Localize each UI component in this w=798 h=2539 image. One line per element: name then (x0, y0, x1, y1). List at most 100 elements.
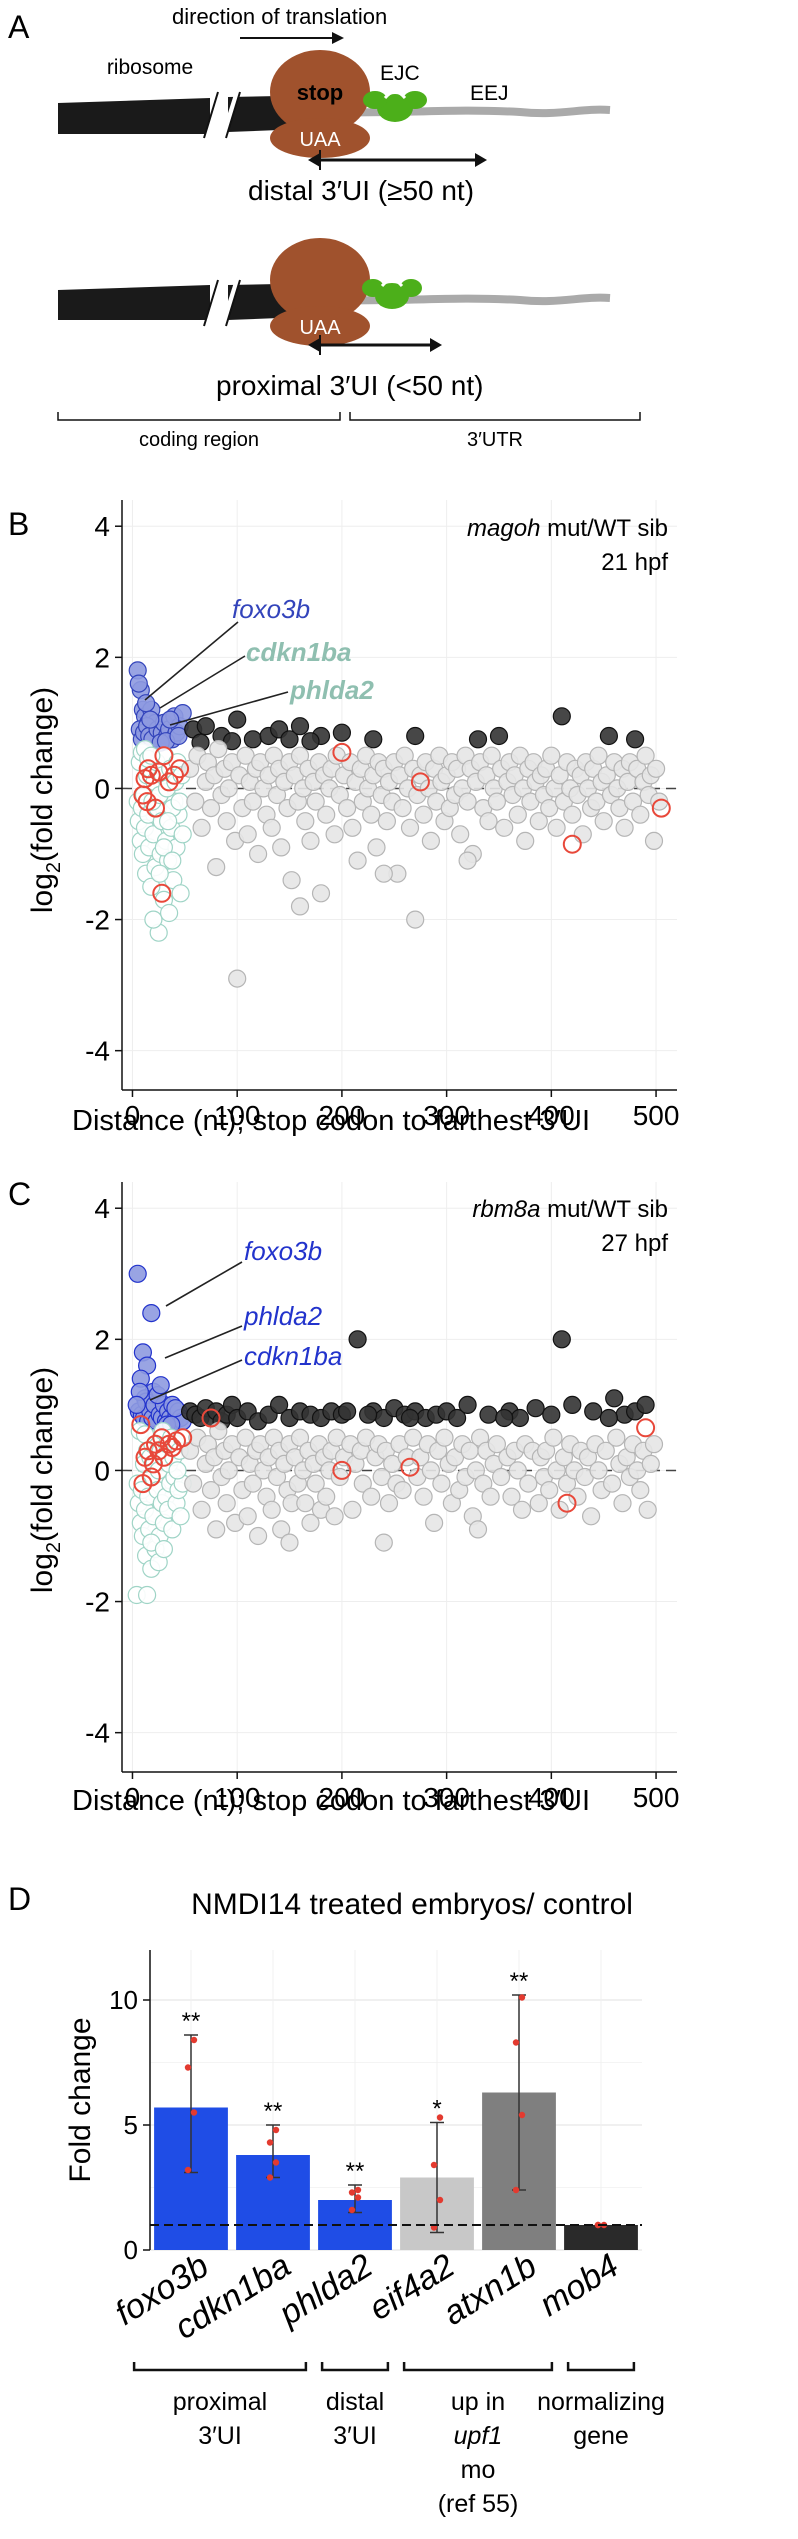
point-distal_other-c-41 (296, 1494, 315, 1513)
point-tested_genes-c-18 (141, 1467, 161, 1487)
point-distal_other-b-33 (272, 838, 291, 857)
replicate-point-phlda2-1 (354, 2194, 362, 2201)
point-tested_genes-b-15 (159, 772, 179, 792)
point-distal_other-c-21 (243, 1474, 262, 1493)
point-distal_other-c-12 (217, 1494, 236, 1513)
replicate-point-phlda2-3 (354, 2186, 362, 2194)
point-proximal_down-b-50 (154, 838, 173, 857)
point-distal_up-c-31 (479, 1405, 498, 1424)
x-tick-label-c-4: 400 (528, 1782, 575, 1813)
point-distal_other-c-49 (317, 1487, 336, 1506)
point-distal_other-b-168 (644, 831, 664, 851)
point-distal_other-b-165 (636, 746, 655, 765)
y-tick-label-c-2: 0 (94, 1455, 110, 1486)
panel-c: C 0 100 200 300 400 500 -4 -2 0 2 4 rbm8a mut/WT s… (8, 1176, 679, 1817)
point-distal_other-b-48 (311, 884, 331, 903)
point-distal_other-c-125 (589, 1461, 608, 1480)
y-tick-label-c-1: -2 (85, 1587, 110, 1618)
series-tested_genes-c (131, 1408, 656, 1513)
genotype-b: magoh (467, 515, 540, 542)
point-distal_other-b-13 (219, 779, 238, 798)
point-distal_up-b-8 (290, 717, 310, 736)
ribosome-small-subunit (270, 118, 370, 158)
point-distal_other-b-72 (377, 812, 396, 831)
chart-title-d: NMDI14 treated embryos/ control (191, 1888, 633, 1921)
point-proximal_down-c-49 (154, 1539, 173, 1559)
y-tick-label-b-0: -4 (85, 1036, 110, 1067)
point-distal_other-c-32 (272, 1520, 291, 1539)
point-distal_other-c-23 (249, 1526, 268, 1546)
point-tested_genes-b-11 (410, 772, 430, 792)
y-tick-label-d-0: 0 (124, 2235, 138, 2265)
point-distal_up-b-11 (364, 730, 383, 749)
point-distal_other-c-81 (432, 1474, 451, 1493)
distal-label: distal 3′UI (≥50 nt) (248, 175, 474, 206)
group-label-0-0: proximal (173, 2388, 267, 2416)
coding-strand-left-2 (58, 285, 210, 320)
point-distal_other-c-97 (487, 1435, 506, 1454)
point-distal_other-b-114 (495, 818, 514, 837)
panel-b: B 0 100 200 300 400 500 -4 -2 0 2 4 magoh mut/WT s… (8, 500, 679, 1137)
point-distal_other-b-57 (338, 798, 357, 818)
point-distal_other-b-37 (282, 871, 301, 890)
group-label-1-1: 3′UI (333, 2422, 377, 2450)
point-distal_other-c-67 (379, 1494, 399, 1513)
point-distal_other-c-45 (306, 1474, 325, 1493)
point-proximal_up-b-26 (141, 710, 160, 729)
utr-label: 3′UTR (467, 429, 523, 451)
point-distal_other-c-57 (343, 1500, 362, 1519)
point-distal_other-b-12 (217, 812, 236, 831)
direction-label: direction of translation (172, 4, 387, 29)
direction-arrowhead (332, 32, 344, 44)
break-mark-1 (203, 89, 225, 141)
panel-d: D NMDI14 treated embryos/ control ******… (8, 1881, 665, 2518)
proximal-label: proximal 3′UI (<50 nt) (216, 370, 483, 401)
point-proximal_up-c-37 (127, 1395, 146, 1415)
point-distal_other-c-141 (280, 1533, 299, 1552)
point-distal_other-b-158 (615, 818, 634, 837)
point-distal_up-c-13 (270, 1395, 289, 1415)
point-distal_up-b-10 (332, 723, 351, 742)
point-tested_genes-c-6 (149, 1441, 169, 1461)
point-distal_other-b-8 (207, 857, 226, 877)
point-distal_other-c-13 (219, 1461, 238, 1480)
point-tested_genes-c-17 (636, 1418, 656, 1438)
label-c-1: phlda2 (243, 1301, 323, 1331)
group-label-0-1: 3′UI (198, 2422, 242, 2450)
replicate-point-atxn1b-2 (512, 2039, 520, 2046)
point-distal_other-c-127 (596, 1441, 615, 1460)
point-distal_other-b-50 (317, 805, 336, 824)
point-distal_other-b-99 (451, 825, 470, 844)
coding-strand-left (58, 98, 210, 134)
point-distal_other-c-136 (631, 1480, 650, 1500)
point-distal_up-c-43 (338, 1402, 357, 1421)
point-distal_other-c-112 (544, 1428, 563, 1447)
bar-group-cdkn1ba: ** (236, 2098, 310, 2250)
panel-a: A direction of translation stop UAA ribo… (8, 4, 641, 451)
point-tested_genes-c-16 (557, 1493, 577, 1513)
significance-atxn1b: ** (510, 1968, 529, 1995)
point-distal_other-b-112 (487, 792, 506, 811)
ribosome-large-subunit-2 (270, 238, 370, 322)
category-label-phlda2: phlda2 (272, 2247, 380, 2334)
point-proximal_up-c-1 (142, 1303, 161, 1323)
significance-cdkn1ba: ** (264, 2098, 283, 2125)
panel-letter-b: B (8, 506, 29, 542)
point-distal_other-b-29 (262, 818, 281, 837)
group-label-2-2: mo (461, 2456, 496, 2484)
point-distal_other-b-81 (400, 818, 420, 837)
replicate-point-foxo3b-1 (190, 2109, 198, 2116)
point-distal_up-c-46 (495, 1408, 514, 1428)
leader-c-1 (164, 1325, 243, 1359)
replicate-point-atxn1b-0 (512, 2186, 520, 2194)
point-distal_other-c-71 (393, 1480, 412, 1500)
replicate-point-atxn1b-3 (518, 1994, 526, 2001)
point-distal_other-b-66 (362, 805, 381, 824)
codon-label-distal: UAA (299, 129, 341, 151)
series-distal_up-b (184, 707, 645, 752)
y-tick-label-b-4: 4 (94, 511, 110, 542)
point-distal_other-b-149 (589, 746, 608, 765)
point-proximal_up-b-25 (137, 694, 156, 713)
x-tick-label-b-5: 500 (633, 1100, 680, 1131)
point-distal_other-c-142 (374, 1533, 393, 1552)
